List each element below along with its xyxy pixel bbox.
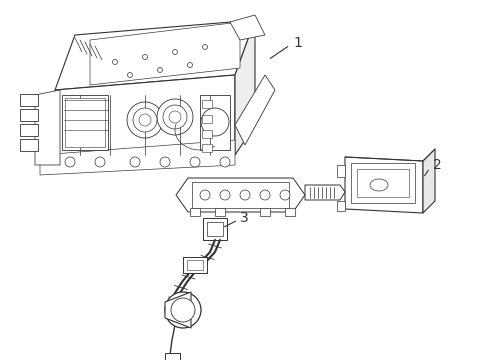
Polygon shape xyxy=(200,95,230,150)
Circle shape xyxy=(200,190,210,200)
Bar xyxy=(207,222,223,236)
Text: 3: 3 xyxy=(240,211,249,225)
Circle shape xyxy=(163,105,187,129)
Bar xyxy=(187,260,203,270)
Circle shape xyxy=(188,63,193,68)
Bar xyxy=(202,100,212,108)
Circle shape xyxy=(95,157,105,167)
Circle shape xyxy=(220,190,230,200)
Polygon shape xyxy=(20,109,38,121)
Polygon shape xyxy=(215,208,225,216)
Polygon shape xyxy=(305,185,345,200)
Polygon shape xyxy=(35,90,60,165)
Circle shape xyxy=(202,45,207,50)
Circle shape xyxy=(280,190,290,200)
Circle shape xyxy=(165,292,201,328)
Bar xyxy=(202,115,212,123)
Circle shape xyxy=(143,54,147,59)
Polygon shape xyxy=(423,149,435,213)
Polygon shape xyxy=(40,140,235,175)
Polygon shape xyxy=(230,15,265,40)
Polygon shape xyxy=(203,218,227,240)
Ellipse shape xyxy=(370,179,388,191)
Polygon shape xyxy=(337,165,345,177)
Polygon shape xyxy=(183,257,207,273)
Circle shape xyxy=(127,102,163,138)
Polygon shape xyxy=(190,208,200,216)
Circle shape xyxy=(113,59,118,64)
Polygon shape xyxy=(285,208,295,216)
Circle shape xyxy=(65,157,75,167)
Polygon shape xyxy=(65,98,105,147)
Circle shape xyxy=(169,111,181,123)
Polygon shape xyxy=(176,178,305,212)
Polygon shape xyxy=(20,124,38,136)
Circle shape xyxy=(127,72,132,77)
Circle shape xyxy=(260,190,270,200)
Polygon shape xyxy=(165,292,191,328)
Polygon shape xyxy=(235,75,275,145)
Polygon shape xyxy=(90,22,240,85)
Circle shape xyxy=(157,68,163,72)
Polygon shape xyxy=(260,208,270,216)
Polygon shape xyxy=(55,75,235,165)
Circle shape xyxy=(172,50,177,54)
Circle shape xyxy=(130,157,140,167)
Circle shape xyxy=(201,108,229,136)
Polygon shape xyxy=(192,182,289,208)
Text: 1: 1 xyxy=(293,36,302,50)
Circle shape xyxy=(240,190,250,200)
Bar xyxy=(357,169,409,197)
Text: 2: 2 xyxy=(433,158,442,172)
Bar xyxy=(202,144,212,152)
Circle shape xyxy=(139,114,151,126)
Circle shape xyxy=(190,157,200,167)
Circle shape xyxy=(157,99,193,135)
Polygon shape xyxy=(20,94,38,106)
Polygon shape xyxy=(165,353,180,360)
Polygon shape xyxy=(337,201,345,211)
Circle shape xyxy=(220,157,230,167)
Polygon shape xyxy=(55,20,255,90)
Bar xyxy=(202,130,212,138)
Circle shape xyxy=(160,157,170,167)
Circle shape xyxy=(133,108,157,132)
Polygon shape xyxy=(235,20,255,155)
Polygon shape xyxy=(20,139,38,151)
Polygon shape xyxy=(345,157,423,213)
Polygon shape xyxy=(62,95,108,150)
Circle shape xyxy=(171,298,195,322)
Bar xyxy=(351,163,415,203)
